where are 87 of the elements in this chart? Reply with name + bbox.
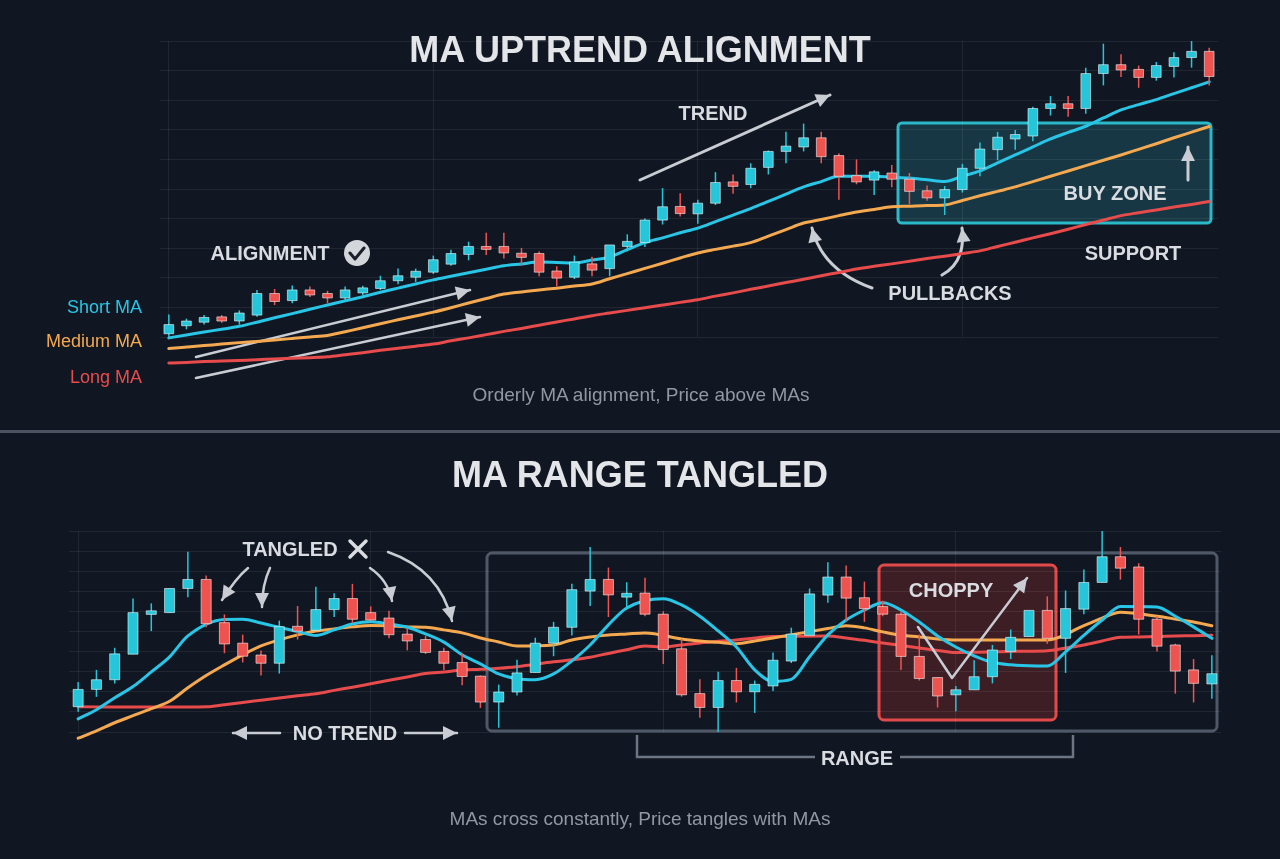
candlestick xyxy=(1168,51,1180,79)
candlestick xyxy=(511,659,523,697)
candlestick xyxy=(586,256,598,278)
candlestick xyxy=(328,592,340,618)
candlestick xyxy=(438,647,450,671)
candlestick xyxy=(480,232,492,256)
candlestick xyxy=(251,289,263,318)
candlestick xyxy=(815,131,827,164)
candlestick xyxy=(968,659,980,691)
annotation: NO TREND xyxy=(292,721,398,745)
candlestick xyxy=(493,683,505,729)
candlestick xyxy=(780,131,792,164)
candlestick xyxy=(383,610,395,640)
candlestick xyxy=(1206,654,1218,700)
candlestick xyxy=(730,667,742,704)
candlestick xyxy=(548,621,560,657)
candlestick xyxy=(798,122,809,153)
candlestick xyxy=(182,550,194,598)
candlestick xyxy=(420,635,432,655)
candlestick xyxy=(401,627,413,652)
candlestick xyxy=(1188,658,1200,704)
candlestick xyxy=(604,244,615,278)
annotation: CHOPPY xyxy=(908,578,994,602)
candlestick xyxy=(584,546,596,607)
candlestick xyxy=(710,171,721,206)
series-label: Short MA xyxy=(66,296,142,318)
annotation: ALIGNMENT xyxy=(210,241,330,265)
candlestick xyxy=(1115,53,1127,78)
candlestick xyxy=(1009,129,1021,151)
candlestick xyxy=(569,254,580,280)
candlestick xyxy=(858,580,870,623)
candlestick xyxy=(1045,95,1056,117)
candlestick xyxy=(72,681,84,713)
candlestick xyxy=(657,187,668,226)
candlestick xyxy=(237,633,249,664)
candlestick xyxy=(1133,64,1144,89)
candlestick xyxy=(992,131,1003,162)
candlestick xyxy=(1150,61,1162,82)
annotation: TREND xyxy=(678,101,748,125)
candlestick xyxy=(727,173,739,195)
annotation: TANGLED xyxy=(242,537,338,561)
candlestick xyxy=(498,232,510,260)
candlestick xyxy=(1005,628,1017,660)
candlestick xyxy=(310,585,322,632)
candlestick xyxy=(218,613,230,654)
candlestick xyxy=(956,163,968,194)
candlestick xyxy=(822,561,834,604)
candlestick xyxy=(602,566,614,618)
candlestick xyxy=(749,679,761,714)
candlestick xyxy=(851,158,862,186)
candlestick xyxy=(456,652,468,687)
candlestick xyxy=(694,678,706,719)
chart-title: MA UPTREND ALIGNMENT xyxy=(408,29,872,71)
candlestick xyxy=(346,583,358,624)
candlestick xyxy=(639,577,651,617)
candlestick xyxy=(904,172,915,206)
candlestick xyxy=(833,152,845,201)
candlestick xyxy=(886,164,898,188)
candlestick xyxy=(255,649,267,677)
candlestick xyxy=(463,240,474,262)
annotation: PULLBACKS xyxy=(888,281,1012,305)
candlestick xyxy=(974,141,986,178)
candlestick xyxy=(868,169,880,196)
candlestick xyxy=(745,162,757,189)
candlestick xyxy=(639,217,651,248)
candlestick xyxy=(840,564,852,622)
candlestick xyxy=(1098,42,1109,87)
candlestick xyxy=(551,265,563,288)
candlestick xyxy=(674,192,686,218)
candlestick xyxy=(90,669,102,698)
series-label: Medium MA xyxy=(45,330,142,352)
text: RANGE xyxy=(820,746,894,770)
candlestick xyxy=(932,676,944,709)
candlestick xyxy=(692,198,704,225)
candlestick xyxy=(292,605,304,641)
annotation: SUPPORT xyxy=(1084,241,1182,265)
candlestick xyxy=(950,685,962,713)
candlestick xyxy=(427,254,439,275)
series-label: Long MA xyxy=(69,366,142,388)
annotation: BUY ZONE xyxy=(1063,181,1167,205)
candlestick xyxy=(1186,40,1197,69)
text: MAs cross constantly, Price tangles with MAs xyxy=(449,808,831,830)
text: Orderly MA alignment, Price above MAs xyxy=(472,384,810,406)
candlestick xyxy=(939,185,951,216)
chart-title: MA RANGE TANGLED xyxy=(451,454,829,496)
candlestick xyxy=(1114,546,1126,581)
candlestick xyxy=(533,250,545,278)
